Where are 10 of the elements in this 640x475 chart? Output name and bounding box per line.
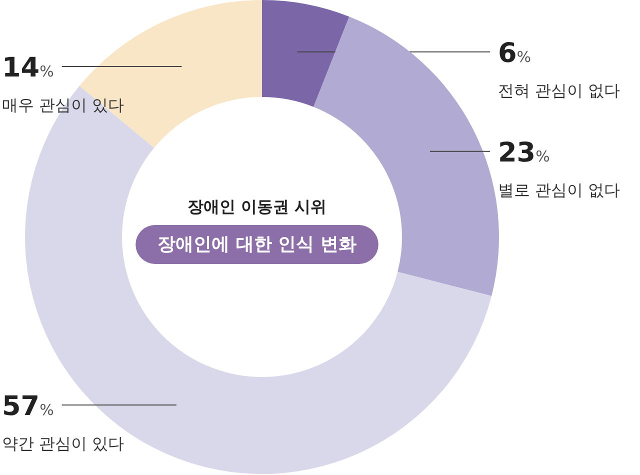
text: 장애인에 대한 인식 변화: [158, 234, 356, 255]
slice-label: 전혀 관심이 없다: [498, 80, 620, 100]
data-label: 6%: [498, 38, 532, 69]
slice-label: 별로 관심이 없다: [498, 180, 620, 200]
data-label: 14%: [2, 52, 54, 84]
data-label: 57%: [2, 390, 54, 422]
data-label: 23%: [498, 137, 550, 168]
slice-label: 매우 관심이 있다: [2, 95, 124, 114]
slice-label: 약간 관심이 있다: [2, 434, 124, 453]
text: 장애인 이동권 시위: [187, 197, 327, 216]
